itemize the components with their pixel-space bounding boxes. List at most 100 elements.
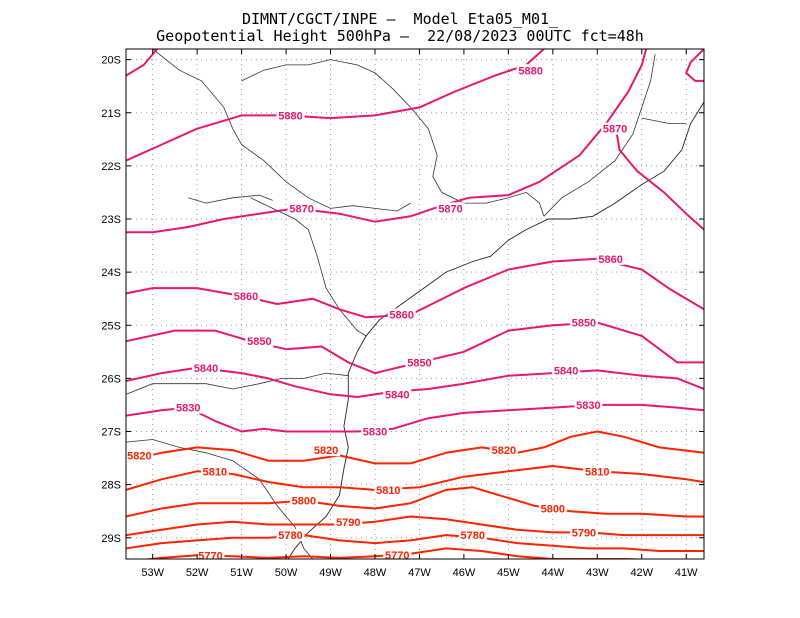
map-gridlines [126,49,704,559]
contour-5780 [126,534,704,552]
contour-label-bg [126,449,154,462]
contour-label-5800: 5800 [541,504,565,516]
contour-5790 [126,515,704,537]
state-border-sp-pr [250,197,367,337]
contour-5820 [126,430,704,465]
contour-label-5830: 5830 [363,427,387,439]
contour-label-bg [583,465,612,478]
contour-label-5790: 5790 [572,527,596,539]
contour-label-5810: 5810 [203,466,227,478]
contour-label-bg [232,290,261,303]
contour-label-bg [458,529,487,542]
contour-label-5830: 5830 [576,400,600,412]
contour-label-bg [538,502,567,515]
contour-5870 [126,49,648,234]
lat-tick-label: 26S [101,373,121,385]
contour-label-5850: 5850 [247,336,271,348]
lat-tick-label: 25S [101,320,121,332]
lon-tick-label: 42W [630,567,653,579]
contour-5860 [126,257,704,319]
contour-label-5880: 5880 [518,65,542,77]
contour-label-bg [174,401,203,414]
contour-label-5850: 5850 [572,318,596,330]
contour-label-5800: 5800 [292,496,316,508]
lon-tick-label: 44W [542,567,565,579]
contour-label-bg [374,483,403,496]
contour-label-5820: 5820 [314,445,338,457]
contour-label-5870: 5870 [603,124,627,136]
river-parana [188,194,273,204]
map-frame [125,48,705,560]
contour-label-bg [276,529,305,542]
contour-label-5870: 5870 [289,203,313,215]
contour-5870 [614,123,704,231]
lat-tick-label: 21S [101,108,121,120]
contour-label-5770: 5770 [198,550,222,562]
contour-label-5840: 5840 [385,389,409,401]
contour-label-5860: 5860 [234,291,258,303]
contour-label-5860: 5860 [389,310,413,322]
contour-label-5810: 5810 [585,466,609,478]
lon-tick-label: 48W [364,567,387,579]
contour-label-bg [360,425,389,438]
state-border-ms-sp-pr [152,49,411,212]
lon-tick-label: 49W [319,567,342,579]
lon-tick-label: 45W [497,567,520,579]
contour-label-bg [596,252,625,265]
contour-label-bg [383,548,412,559]
contour-label-bg [287,202,316,215]
lon-tick-label: 52W [186,567,209,579]
contour-label-bg [552,364,581,377]
contour-label-bg [516,64,545,77]
contour-label-5780: 5780 [278,530,302,542]
state-border-rj-es [641,117,687,124]
lat-tick-label: 29S [101,533,121,545]
contour-5880 [126,49,545,162]
contour-label-bg [276,109,305,122]
contour-label-bg [196,549,225,559]
lon-tick-label: 43W [586,567,609,579]
contour-label-5840: 5840 [554,365,578,377]
state-border-sp-mg-north [241,59,545,217]
contour-label-5820: 5820 [492,445,516,457]
map-title-line-1: DIMNT/CGCT/INPE – Model Eta05_M01_ [241,10,559,28]
lon-tick-label: 41W [675,567,698,579]
contour-labels: 5880 5880 5870 5870 5870 5860 5860 5860 5850 5850… [126,64,630,562]
contour-5800 [126,486,704,518]
contour-5880 [126,49,158,77]
contour-label-bg [569,316,598,329]
state-border-pr-sc [126,372,349,395]
contour-5880 [685,49,704,82]
state-border-mg-rj-es [543,54,656,217]
contour-label-bg [334,515,363,528]
contour-label-bg [192,361,221,374]
contour-label-bg [405,356,434,369]
contour-label-bg [200,465,229,478]
contour-5830 [126,403,704,433]
lat-tick-label: 24S [101,267,121,279]
contour-label-5770: 5770 [385,550,409,562]
contour-label-5820: 5820 [127,450,151,462]
contour-label-bg [245,335,274,348]
lat-tick-label: 22S [101,161,121,173]
lat-tick-label: 28S [101,480,121,492]
contour-label-5840: 5840 [194,363,218,375]
contour-label-5830: 5830 [176,403,200,415]
contour-label-bg [601,122,630,135]
contour-label-5780: 5780 [461,530,485,542]
contour-label-5860: 5860 [598,254,622,266]
contour-label-bg [289,494,318,507]
contour-label-bg [489,444,518,457]
contour-label-bg [574,398,603,411]
contour-label-bg [436,202,465,215]
lat-tick-label: 20S [101,55,121,67]
lon-tick-label: 50W [275,567,298,579]
contour-label-bg [569,526,598,539]
lat-tick-label: 23S [101,214,121,226]
map-title-line-2: Geopotential Height 500hPa – 22/08/2023 … [156,27,644,45]
contour-label-5810: 5810 [376,485,400,497]
contour-label-5870: 5870 [438,203,462,215]
coastline-path [287,101,704,559]
contour-label-5880: 5880 [278,110,302,122]
